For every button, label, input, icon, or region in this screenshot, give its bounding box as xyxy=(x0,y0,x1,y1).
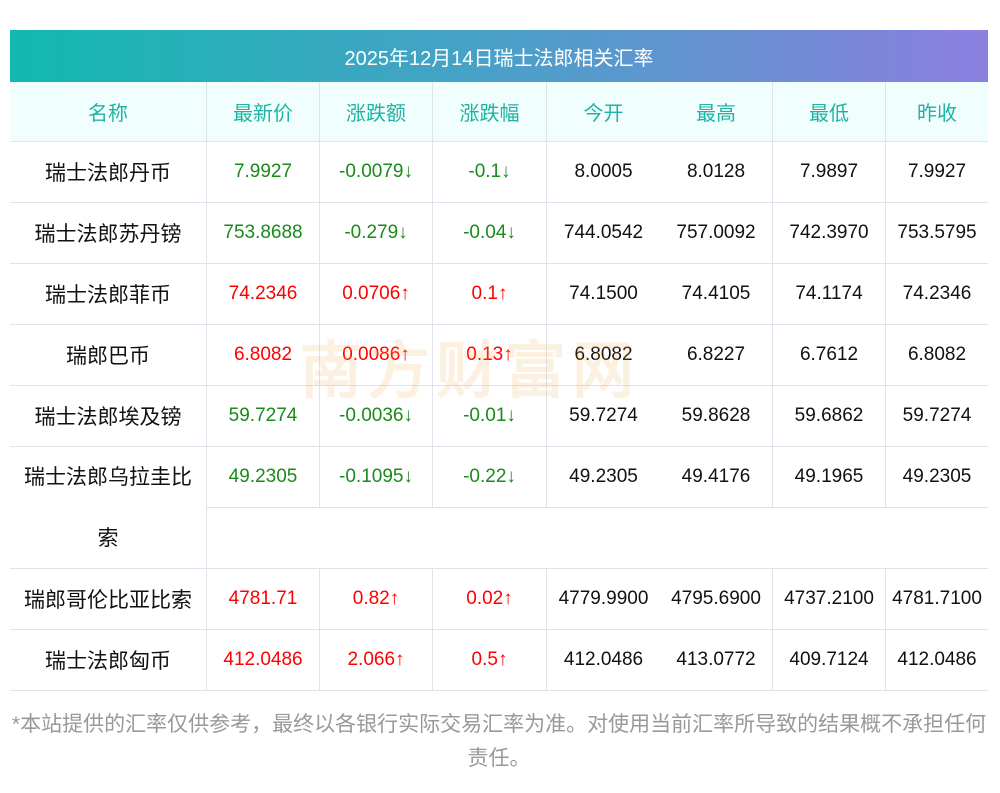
cell-low: 7.9897 xyxy=(773,142,886,202)
column-header: 涨跌额 xyxy=(320,82,433,141)
cell-open: 49.2305 xyxy=(569,466,638,487)
cell-pct: -0.22↓ xyxy=(433,447,547,507)
cell-latest: 59.7274 xyxy=(207,386,320,446)
cell-latest: 49.2305 xyxy=(207,447,320,507)
cell-prev: 412.0486 xyxy=(897,649,977,670)
cell-high: 757.0092 xyxy=(660,203,773,263)
column-header: 今开 xyxy=(583,103,624,125)
cell-open: 74.1500 xyxy=(569,283,638,304)
cell-chg: 0.0706↑ xyxy=(320,264,433,324)
cell-prev: 59.7274 xyxy=(902,405,972,426)
cell-pct: 0.1↑ xyxy=(433,264,547,324)
currency-name: 瑞士法郎苏丹镑 xyxy=(10,203,207,263)
cell-prev: 753.5795 xyxy=(897,222,977,243)
cell-low: 742.3970 xyxy=(773,203,886,263)
cell-high: 8.0128 xyxy=(660,142,773,202)
cell-latest: 74.2346 xyxy=(207,264,320,324)
cell-pct: -0.1↓ xyxy=(433,142,547,202)
cell-latest: 4781.71 xyxy=(207,569,320,629)
column-header: 名称 xyxy=(10,82,207,141)
table-title: 2025年12月14日瑞士法郎相关汇率 xyxy=(10,30,988,82)
table-row: 瑞士法郎菲币 74.2346 0.0706↑ 0.1↑ 74.1500 74.4105 74… xyxy=(10,264,988,325)
table-row: 瑞士法郎匈币 412.0486 2.066↑ 0.5↑ 412.0486 413.0772… xyxy=(10,630,988,691)
exchange-rate-table: 名称 最新价 涨跌额 涨跌幅 今开 最高 最低 昨收 瑞士法郎丹币 7.9927 -0.0079↓… xyxy=(10,82,988,691)
currency-name: 瑞士法郎乌拉圭比索 xyxy=(10,447,207,569)
cell-prev: 49.2305 xyxy=(902,466,972,487)
table-row: 瑞郎哥伦比亚比索 4781.71 0.82↑ 0.02↑ 4779.9900 4795.6… xyxy=(10,569,988,630)
cell-high: 49.4176 xyxy=(660,447,773,507)
table-row: 瑞郎巴币 6.8082 0.0086↑ 0.13↑ 6.8082 6.8227 6.7612… xyxy=(10,325,988,386)
cell-pct: 0.5↑ xyxy=(433,630,547,690)
cell-low: 59.6862 xyxy=(773,386,886,446)
column-header: 涨跌幅 xyxy=(433,82,547,141)
cell-low: 6.7612 xyxy=(773,325,886,385)
column-header: 最高 xyxy=(660,82,773,141)
table-row: 瑞士法郎丹币 7.9927 -0.0079↓ -0.1↓ 8.0005 8.0128 7.9… xyxy=(10,142,988,203)
currency-name: 瑞士法郎丹币 xyxy=(10,142,207,202)
cell-high: 4795.6900 xyxy=(660,569,773,629)
cell-high: 74.4105 xyxy=(660,264,773,324)
cell-high: 59.8628 xyxy=(660,386,773,446)
cell-open: 744.0542 xyxy=(563,222,644,243)
cell-latest: 412.0486 xyxy=(207,630,320,690)
cell-high: 6.8227 xyxy=(660,325,773,385)
currency-name: 瑞郎巴币 xyxy=(10,325,207,385)
cell-high: 413.0772 xyxy=(660,630,773,690)
cell-open: 8.0005 xyxy=(574,161,633,182)
cell-latest: 6.8082 xyxy=(207,325,320,385)
cell-open: 59.7274 xyxy=(569,405,638,426)
cell-open: 6.8082 xyxy=(574,344,633,365)
table-header-row: 名称 最新价 涨跌额 涨跌幅 今开 最高 最低 昨收 xyxy=(10,82,988,142)
cell-chg: -0.0036↓ xyxy=(320,386,433,446)
cell-pct: -0.01↓ xyxy=(433,386,547,446)
currency-name: 瑞郎哥伦比亚比索 xyxy=(10,569,207,629)
cell-chg: -0.1095↓ xyxy=(320,447,433,507)
cell-chg: -0.0079↓ xyxy=(320,142,433,202)
currency-name: 瑞士法郎匈币 xyxy=(10,630,207,690)
cell-low: 409.7124 xyxy=(773,630,886,690)
table-row: 瑞士法郎乌拉圭比索 49.2305 -0.1095↓ -0.22↓ 49.2305 49.… xyxy=(10,447,988,569)
cell-prev: 6.8082 xyxy=(907,344,967,365)
cell-chg: 0.82↑ xyxy=(320,569,433,629)
cell-pct: 0.13↑ xyxy=(433,325,547,385)
cell-low: 4737.2100 xyxy=(773,569,886,629)
cell-chg: 2.066↑ xyxy=(320,630,433,690)
currency-name: 瑞士法郎埃及镑 xyxy=(10,386,207,446)
cell-prev: 74.2346 xyxy=(902,283,972,304)
column-header: 昨收 xyxy=(917,103,957,125)
cell-chg: 0.0086↑ xyxy=(320,325,433,385)
cell-low: 74.1174 xyxy=(773,264,886,324)
cell-open: 412.0486 xyxy=(563,649,644,670)
cell-prev: 7.9927 xyxy=(907,161,967,182)
cell-prev: 4781.7100 xyxy=(892,588,982,609)
cell-open: 4779.9900 xyxy=(558,588,649,609)
cell-latest: 753.8688 xyxy=(207,203,320,263)
table-row: 瑞士法郎埃及镑 59.7274 -0.0036↓ -0.01↓ 59.7274 59.86… xyxy=(10,386,988,447)
cell-low: 49.1965 xyxy=(773,447,886,507)
column-header: 最低 xyxy=(773,82,886,141)
cell-pct: 0.02↑ xyxy=(433,569,547,629)
cell-latest: 7.9927 xyxy=(207,142,320,202)
disclaimer-note: *本站提供的汇率仅供参考，最终以各银行实际交易汇率为准。对使用当前汇率所导致的结… xyxy=(11,713,987,770)
column-header: 最新价 xyxy=(207,82,320,141)
cell-pct: -0.04↓ xyxy=(433,203,547,263)
table-row: 瑞士法郎苏丹镑 753.8688 -0.279↓ -0.04↓ 744.0542 757.… xyxy=(10,203,988,264)
cell-chg: -0.279↓ xyxy=(320,203,433,263)
currency-name: 瑞士法郎菲币 xyxy=(10,264,207,324)
